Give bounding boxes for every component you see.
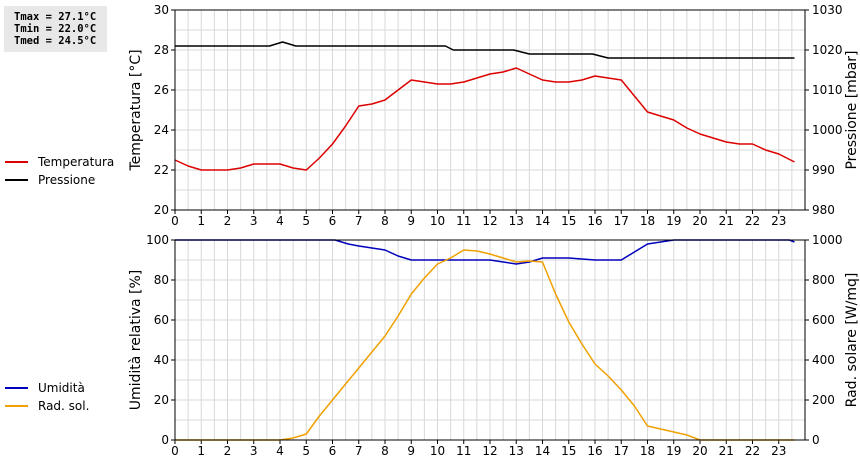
series-line-0 — [174, 67, 795, 171]
x-tick-label: 8 — [381, 444, 389, 458]
y-tick-label: 30 — [154, 3, 169, 17]
x-tick-label: 13 — [509, 444, 524, 458]
x-tick-label: 12 — [482, 444, 497, 458]
x-tick-label: 6 — [329, 214, 337, 228]
x-tick-label: 4 — [276, 444, 284, 458]
x-tick-label: 5 — [302, 444, 310, 458]
x-tick-label: 19 — [666, 214, 681, 228]
legend-label: Rad. sol. — [38, 399, 89, 413]
y2-tick-label: 1000 — [812, 123, 843, 137]
x-tick-label: 22 — [745, 214, 760, 228]
y-tick-label: 20 — [154, 203, 169, 217]
tmed-text: Tmed = 24.5°C — [14, 35, 97, 47]
x-tick-label: 9 — [407, 444, 415, 458]
x-tick-label: 18 — [640, 444, 655, 458]
x-tick-label: 4 — [276, 214, 284, 228]
x-tick-label: 17 — [614, 444, 629, 458]
y-axis-label: Temperatura [°C] — [128, 49, 144, 171]
x-tick-label: 11 — [456, 444, 471, 458]
y2-tick-label: 400 — [812, 353, 835, 367]
y2-axis-label: Pressione [mbar] — [844, 50, 860, 169]
x-tick-label: 3 — [250, 444, 258, 458]
x-tick-label: 8 — [381, 214, 389, 228]
series-line-3 — [175, 249, 795, 441]
stats-box: Tmax = 27.1°C Tmin = 22.0°C Tmed = 24.5°… — [4, 6, 107, 52]
x-tick-label: 10 — [430, 214, 445, 228]
tmax-text: Tmax = 27.1°C — [14, 11, 97, 23]
x-tick-label: 1 — [197, 214, 205, 228]
y2-axis-label: Rad. solare [W/mq] — [844, 273, 860, 408]
x-tick-label: 14 — [535, 214, 550, 228]
legend-label: Pressione — [38, 173, 95, 187]
x-tick-label: 2 — [224, 444, 232, 458]
x-tick-label: 18 — [640, 214, 655, 228]
plot-frame — [174, 239, 806, 441]
y-tick-label: 22 — [154, 163, 169, 177]
x-tick-label: 23 — [771, 444, 786, 458]
x-tick-label: 12 — [482, 214, 497, 228]
x-tick-label: 20 — [692, 444, 707, 458]
y-tick-label: 26 — [154, 83, 169, 97]
y-tick-label: 100 — [146, 233, 169, 247]
x-tick-label: 3 — [250, 214, 258, 228]
x-tick-label: 23 — [771, 214, 786, 228]
y2-tick-label: 980 — [812, 203, 835, 217]
x-tick-label: 21 — [719, 444, 734, 458]
x-tick-label: 11 — [456, 214, 471, 228]
y2-tick-label: 600 — [812, 313, 835, 327]
legend-label: Temperatura — [37, 155, 114, 169]
x-tick-label: 6 — [329, 444, 337, 458]
x-tick-label: 1 — [197, 444, 205, 458]
x-tick-label: 14 — [535, 444, 550, 458]
x-tick-label: 16 — [587, 444, 602, 458]
legend-label: Umidità — [38, 381, 85, 395]
x-tick-label: 5 — [302, 214, 310, 228]
x-tick-label: 16 — [587, 214, 602, 228]
y-tick-label: 60 — [154, 313, 169, 327]
x-tick-label: 0 — [171, 444, 179, 458]
series-line-1 — [175, 41, 795, 59]
y2-tick-label: 1000 — [812, 233, 843, 247]
x-tick-label: 7 — [355, 444, 363, 458]
y-tick-label: 40 — [154, 353, 169, 367]
x-tick-label: 7 — [355, 214, 363, 228]
y-axis-label: Umidità relativa [%] — [128, 270, 144, 411]
x-tick-label: 10 — [430, 444, 445, 458]
y2-tick-label: 800 — [812, 273, 835, 287]
x-tick-label: 9 — [407, 214, 415, 228]
y2-tick-label: 990 — [812, 163, 835, 177]
x-tick-label: 13 — [509, 214, 524, 228]
plot-frame — [174, 9, 806, 211]
x-tick-label: 21 — [719, 214, 734, 228]
y2-tick-label: 1020 — [812, 43, 843, 57]
y-tick-label: 24 — [154, 123, 169, 137]
x-tick-label: 2 — [224, 214, 232, 228]
x-tick-label: 22 — [745, 444, 760, 458]
tmin-text: Tmin = 22.0°C — [14, 23, 97, 35]
x-tick-label: 15 — [561, 214, 576, 228]
y2-tick-label: 1010 — [812, 83, 843, 97]
x-tick-label: 17 — [614, 214, 629, 228]
x-tick-label: 20 — [692, 214, 707, 228]
x-tick-label: 0 — [171, 214, 179, 228]
x-tick-label: 19 — [666, 444, 681, 458]
y2-tick-label: 1030 — [812, 3, 843, 17]
x-tick-label: 15 — [561, 444, 576, 458]
y-tick-label: 20 — [154, 393, 169, 407]
y-tick-label: 80 — [154, 273, 169, 287]
y2-tick-label: 200 — [812, 393, 835, 407]
y2-tick-label: 0 — [812, 433, 820, 447]
y-tick-label: 0 — [161, 433, 169, 447]
y-tick-label: 28 — [154, 43, 169, 57]
